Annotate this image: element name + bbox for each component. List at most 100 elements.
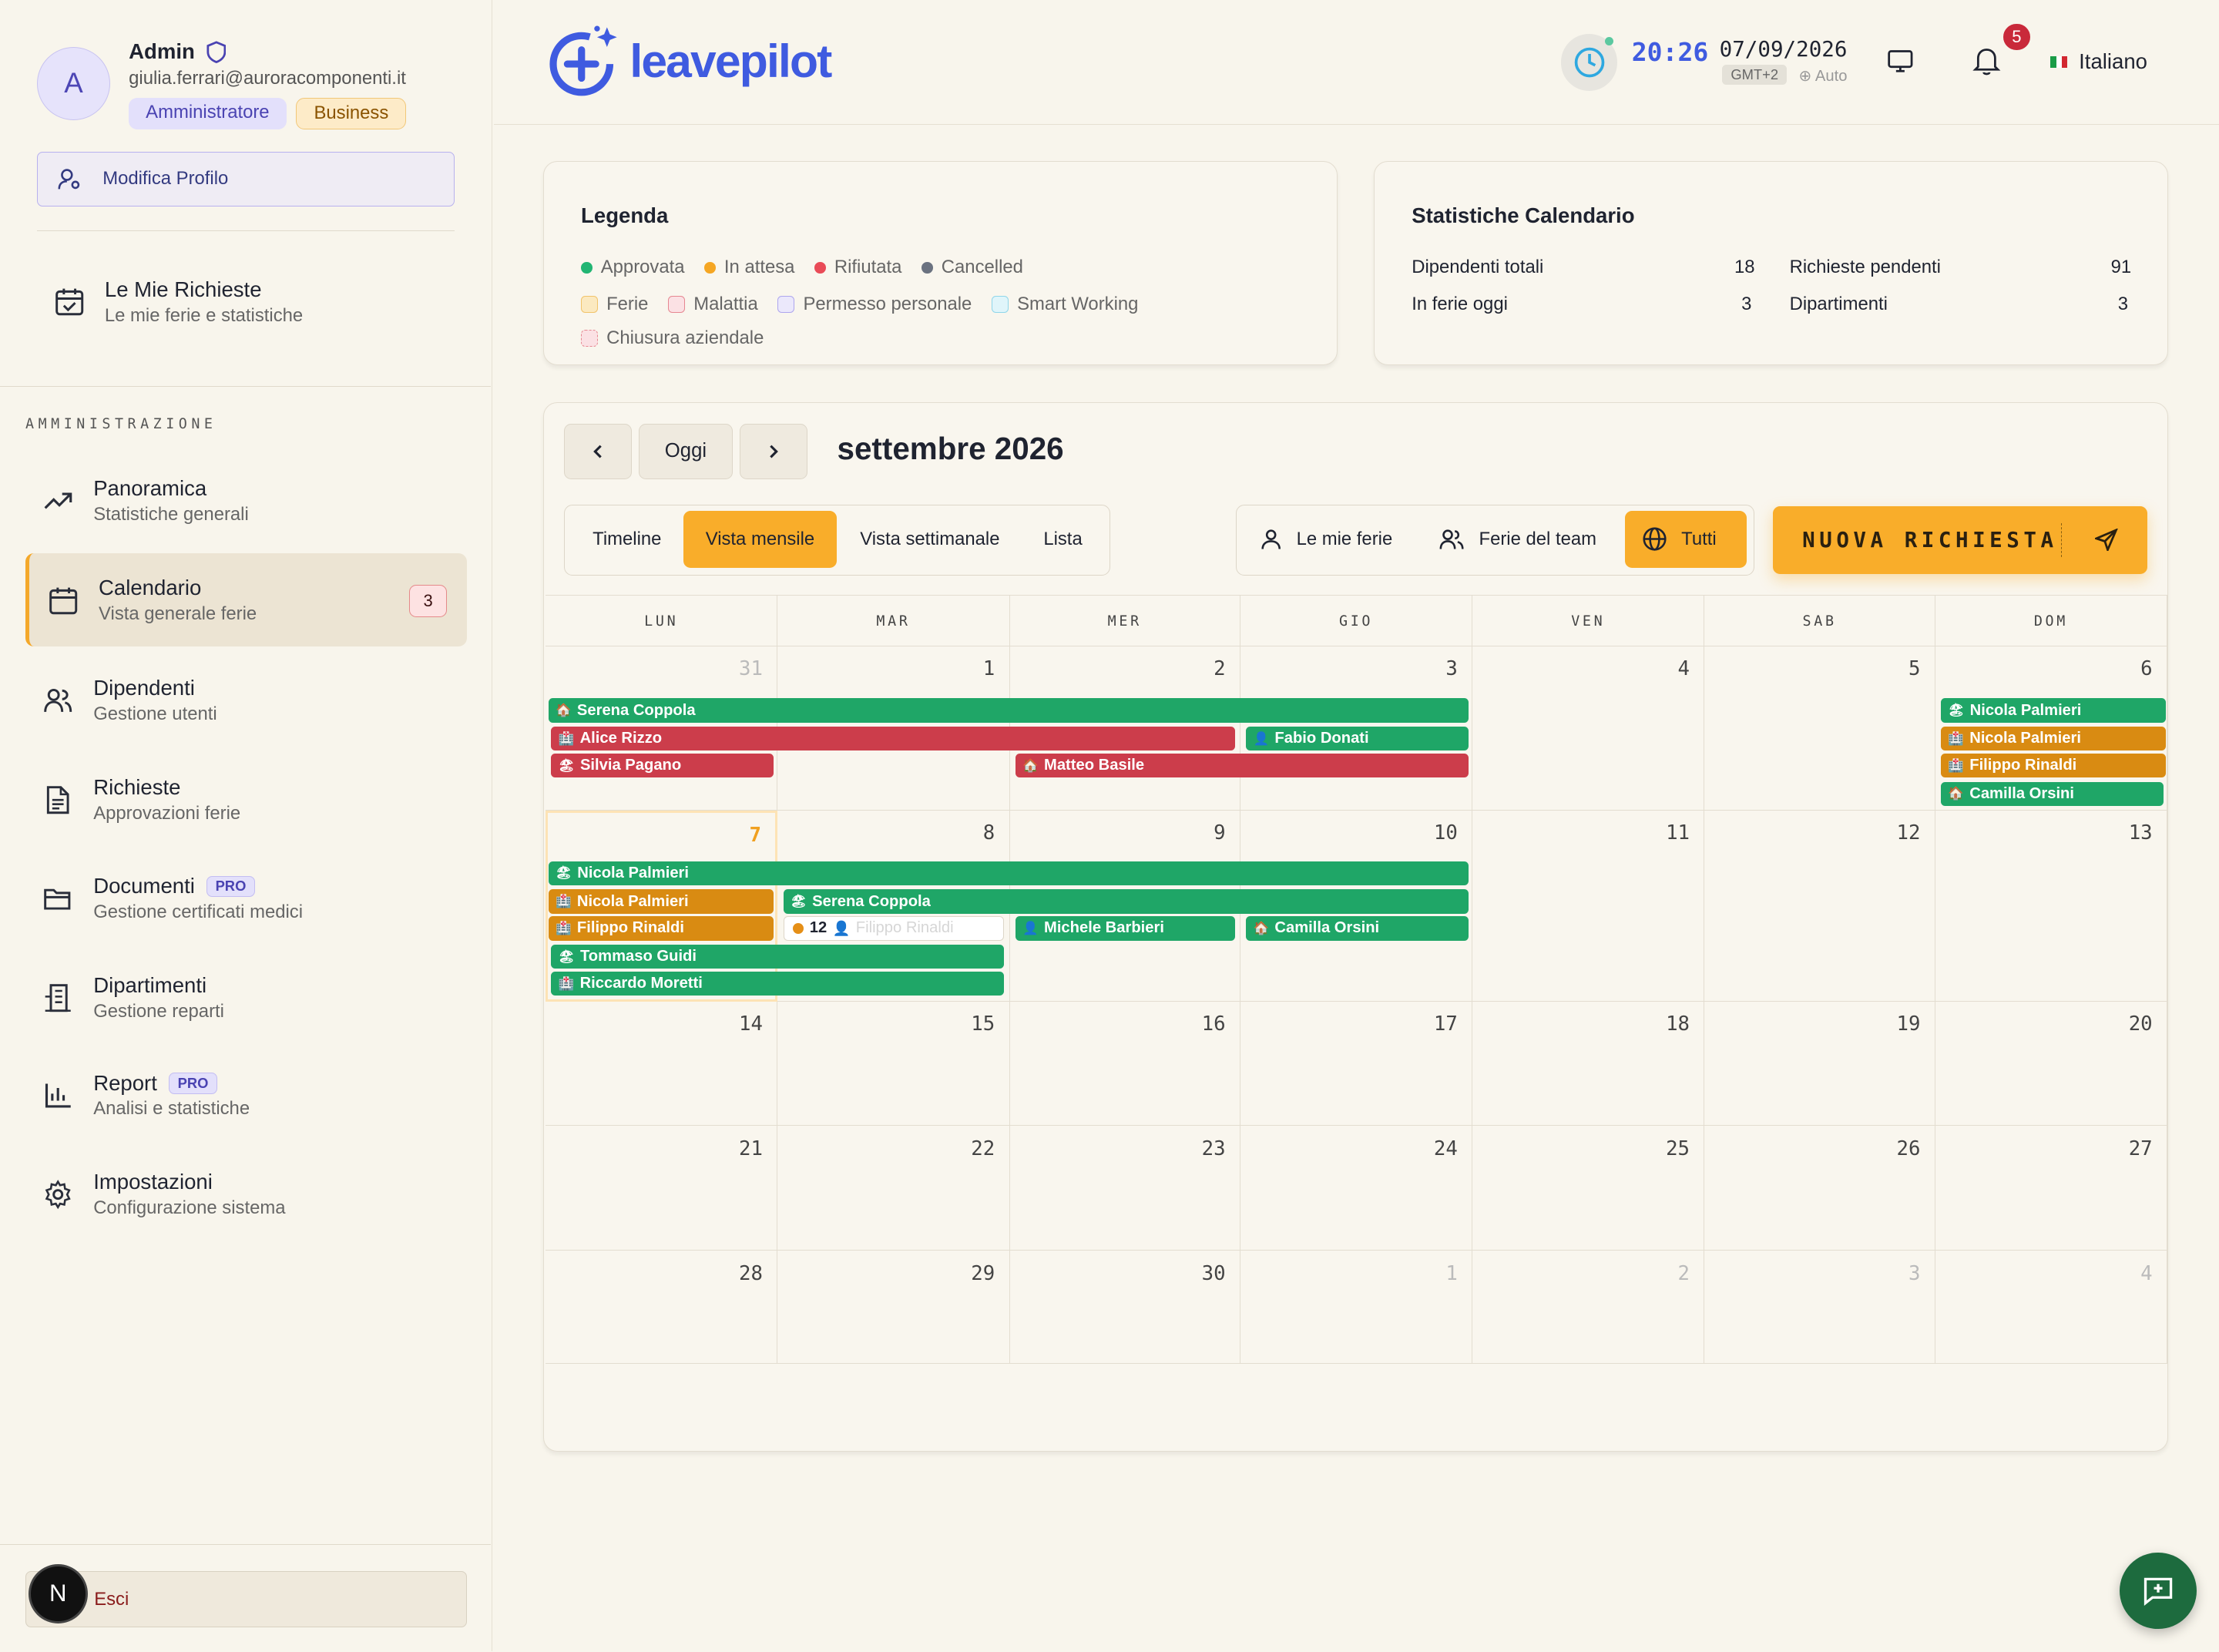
legend-item: In attesa [704, 257, 794, 278]
day-cell[interactable]: 22 [777, 1126, 1010, 1251]
leave-event[interactable]: 🏖 Tommaso Guidi [551, 945, 1005, 969]
closure-swatch-icon [581, 330, 599, 348]
divider [0, 1543, 492, 1545]
logout-button[interactable]: Esci [25, 1570, 468, 1628]
day-cell-other-month[interactable]: 1 [1240, 1250, 1473, 1364]
leave-event[interactable]: 🏠 Camilla Orsini [1246, 916, 1469, 941]
sidebar-item-richieste[interactable]: Richieste Approvazioni ferie [25, 753, 467, 846]
dev-tools-badge[interactable]: N [28, 1563, 88, 1623]
type-swatch-icon [992, 296, 1009, 314]
leave-event[interactable]: 🏥 Alice Rizzo [551, 727, 1235, 751]
pro-badge: PRO [206, 875, 256, 898]
day-cell[interactable]: 28 [546, 1250, 778, 1364]
day-cell[interactable]: 17 [1240, 1001, 1473, 1127]
day-cell[interactable]: 15 [777, 1001, 1010, 1127]
leave-event[interactable]: 👤 Fabio Donati [1246, 727, 1469, 751]
timezone-badge: GMT+2 [1722, 65, 1788, 86]
day-cell[interactable]: 5 [1704, 646, 1935, 811]
leave-event[interactable]: 🏠 Serena Coppola [548, 698, 1469, 723]
sidebar-item-panoramica[interactable]: Panoramica Statistiche generali [25, 455, 467, 548]
avatar[interactable]: A [36, 46, 111, 121]
tab-monthly[interactable]: Vista mensile [683, 511, 837, 568]
day-cell[interactable]: 16 [1009, 1001, 1240, 1127]
leave-event[interactable]: 🏥 Filippo Rinaldi [548, 916, 774, 941]
filter-team-leaves[interactable]: Ferie del team [1422, 511, 1613, 567]
leave-event[interactable]: 🏥 Filippo Rinaldi [1941, 754, 2167, 778]
filter-my-leaves[interactable]: Le mie ferie [1243, 511, 1409, 567]
user-settings-icon [58, 169, 80, 190]
day-cell[interactable]: 13 [1935, 810, 2168, 1002]
day-cell[interactable]: 18 [1472, 1001, 1705, 1127]
day-cell[interactable]: 24 [1240, 1126, 1473, 1251]
leave-event[interactable]: 👤 Michele Barbieri [1015, 916, 1235, 941]
sidebar-item-dipendenti[interactable]: Dipendenti Gestione utenti [25, 654, 467, 747]
tab-list[interactable]: Lista [1043, 528, 1083, 549]
notifications-button[interactable] [1972, 45, 2001, 82]
day-cell[interactable]: 26 [1704, 1126, 1935, 1251]
leave-event[interactable]: 🏥 Nicola Palmieri [1941, 727, 2167, 751]
today-button[interactable]: Oggi [639, 424, 733, 479]
vacation-icon: 🏖 [558, 757, 575, 773]
leave-event[interactable]: 🏠 Camilla Orsini [1941, 781, 2164, 807]
sidebar-item-documenti[interactable]: Documenti PRO Gestione certificati medici [25, 852, 467, 945]
leave-event[interactable]: 🏖 Silvia Pagano [551, 754, 774, 778]
display-button[interactable] [1886, 47, 1915, 82]
day-cell[interactable]: 29 [777, 1250, 1010, 1364]
new-request-button[interactable]: NUOVA RICHIESTA [1772, 505, 2148, 574]
filter-all[interactable]: Tutti [1624, 511, 1747, 568]
day-cell[interactable]: 6 [1935, 646, 2168, 811]
day-number: 12 [1896, 821, 1921, 845]
day-cell[interactable]: 19 [1704, 1001, 1935, 1127]
day-cell[interactable]: 30 [1009, 1250, 1240, 1364]
language-selector[interactable]: Italiano [2050, 49, 2147, 74]
app-logo[interactable]: leavepilot [545, 22, 832, 101]
event-label: Nicola Palmieri [1969, 701, 2082, 719]
day-cell[interactable]: 10 [1240, 810, 1473, 1002]
weekday-label: MER [1010, 596, 1240, 647]
sidebar-item-impostazioni[interactable]: Impostazioni Configurazione sistema [25, 1148, 467, 1241]
day-cell-other-month[interactable]: 3 [1704, 1250, 1935, 1364]
day-cell-other-month[interactable]: 4 [1935, 1250, 2168, 1364]
stat-label: Dipendenti totali [1412, 257, 1544, 278]
tab-weekly[interactable]: Vista settimanale [860, 528, 1000, 549]
prev-month-button[interactable] [564, 424, 633, 479]
day-cell[interactable]: 3 [1240, 646, 1473, 811]
day-cell[interactable]: 14 [546, 1001, 778, 1127]
send-icon [2095, 529, 2118, 552]
leave-event[interactable]: 🏥 Riccardo Moretti [551, 971, 1005, 996]
leave-event[interactable]: 🏥 Nicola Palmieri [548, 889, 774, 914]
chat-button[interactable] [2120, 1552, 2197, 1630]
timezone-mode: ⊕ Auto [1798, 68, 1848, 86]
sidebar-item-dipartimenti[interactable]: Dipartimenti Gestione reparti [25, 951, 467, 1044]
tab-timeline[interactable]: Timeline [593, 528, 662, 549]
sidebar-item-label: Panoramica [93, 476, 207, 501]
day-cell-today[interactable]: 7 [546, 810, 778, 1002]
calendar-check-icon [55, 288, 83, 316]
day-cell[interactable]: 23 [1009, 1126, 1240, 1251]
sidebar-item-report[interactable]: Report PRO Analisi e statistiche [25, 1049, 467, 1142]
event-label: Camilla Orsini [1969, 784, 2074, 802]
leave-event[interactable]: 🏖 Nicola Palmieri [1941, 698, 2167, 723]
sidebar-item-calendario[interactable]: Calendario Vista generale ferie 3 [25, 553, 468, 647]
day-cell-other-month[interactable]: 2 [1472, 1250, 1705, 1364]
event-label: Michele Barbieri [1044, 919, 1164, 937]
profile-email: giulia.ferrari@auroracomponenti.it [129, 68, 406, 89]
my-requests-link[interactable]: Le Mie Richieste Le mie ferie e statisti… [54, 277, 303, 327]
day-cell[interactable]: 11 [1472, 810, 1705, 1002]
day-cell[interactable]: 25 [1472, 1126, 1705, 1251]
more-events-chip[interactable]: 12 👤 Filippo Rinaldi [783, 916, 1005, 941]
day-cell[interactable]: 21 [546, 1126, 778, 1251]
day-cell[interactable]: 20 [1935, 1001, 2168, 1127]
edit-profile-button[interactable]: Modifica Profilo [36, 151, 455, 207]
day-number: 1 [1445, 1261, 1458, 1285]
sick-icon: 🏥 [555, 894, 572, 909]
leave-event[interactable]: 🏠 Matteo Basile [1015, 754, 1469, 778]
leave-event[interactable]: 🏖 Serena Coppola [783, 889, 1469, 914]
pending-count-badge: 3 [408, 584, 448, 617]
leave-event[interactable]: 🏖 Nicola Palmieri [548, 861, 1469, 885]
day-cell[interactable]: 4 [1472, 646, 1705, 811]
next-month-button[interactable] [739, 424, 807, 479]
day-cell[interactable]: 27 [1935, 1126, 2168, 1251]
day-cell[interactable]: 12 [1704, 810, 1935, 1002]
day-cell[interactable]: 2 [1009, 646, 1240, 811]
